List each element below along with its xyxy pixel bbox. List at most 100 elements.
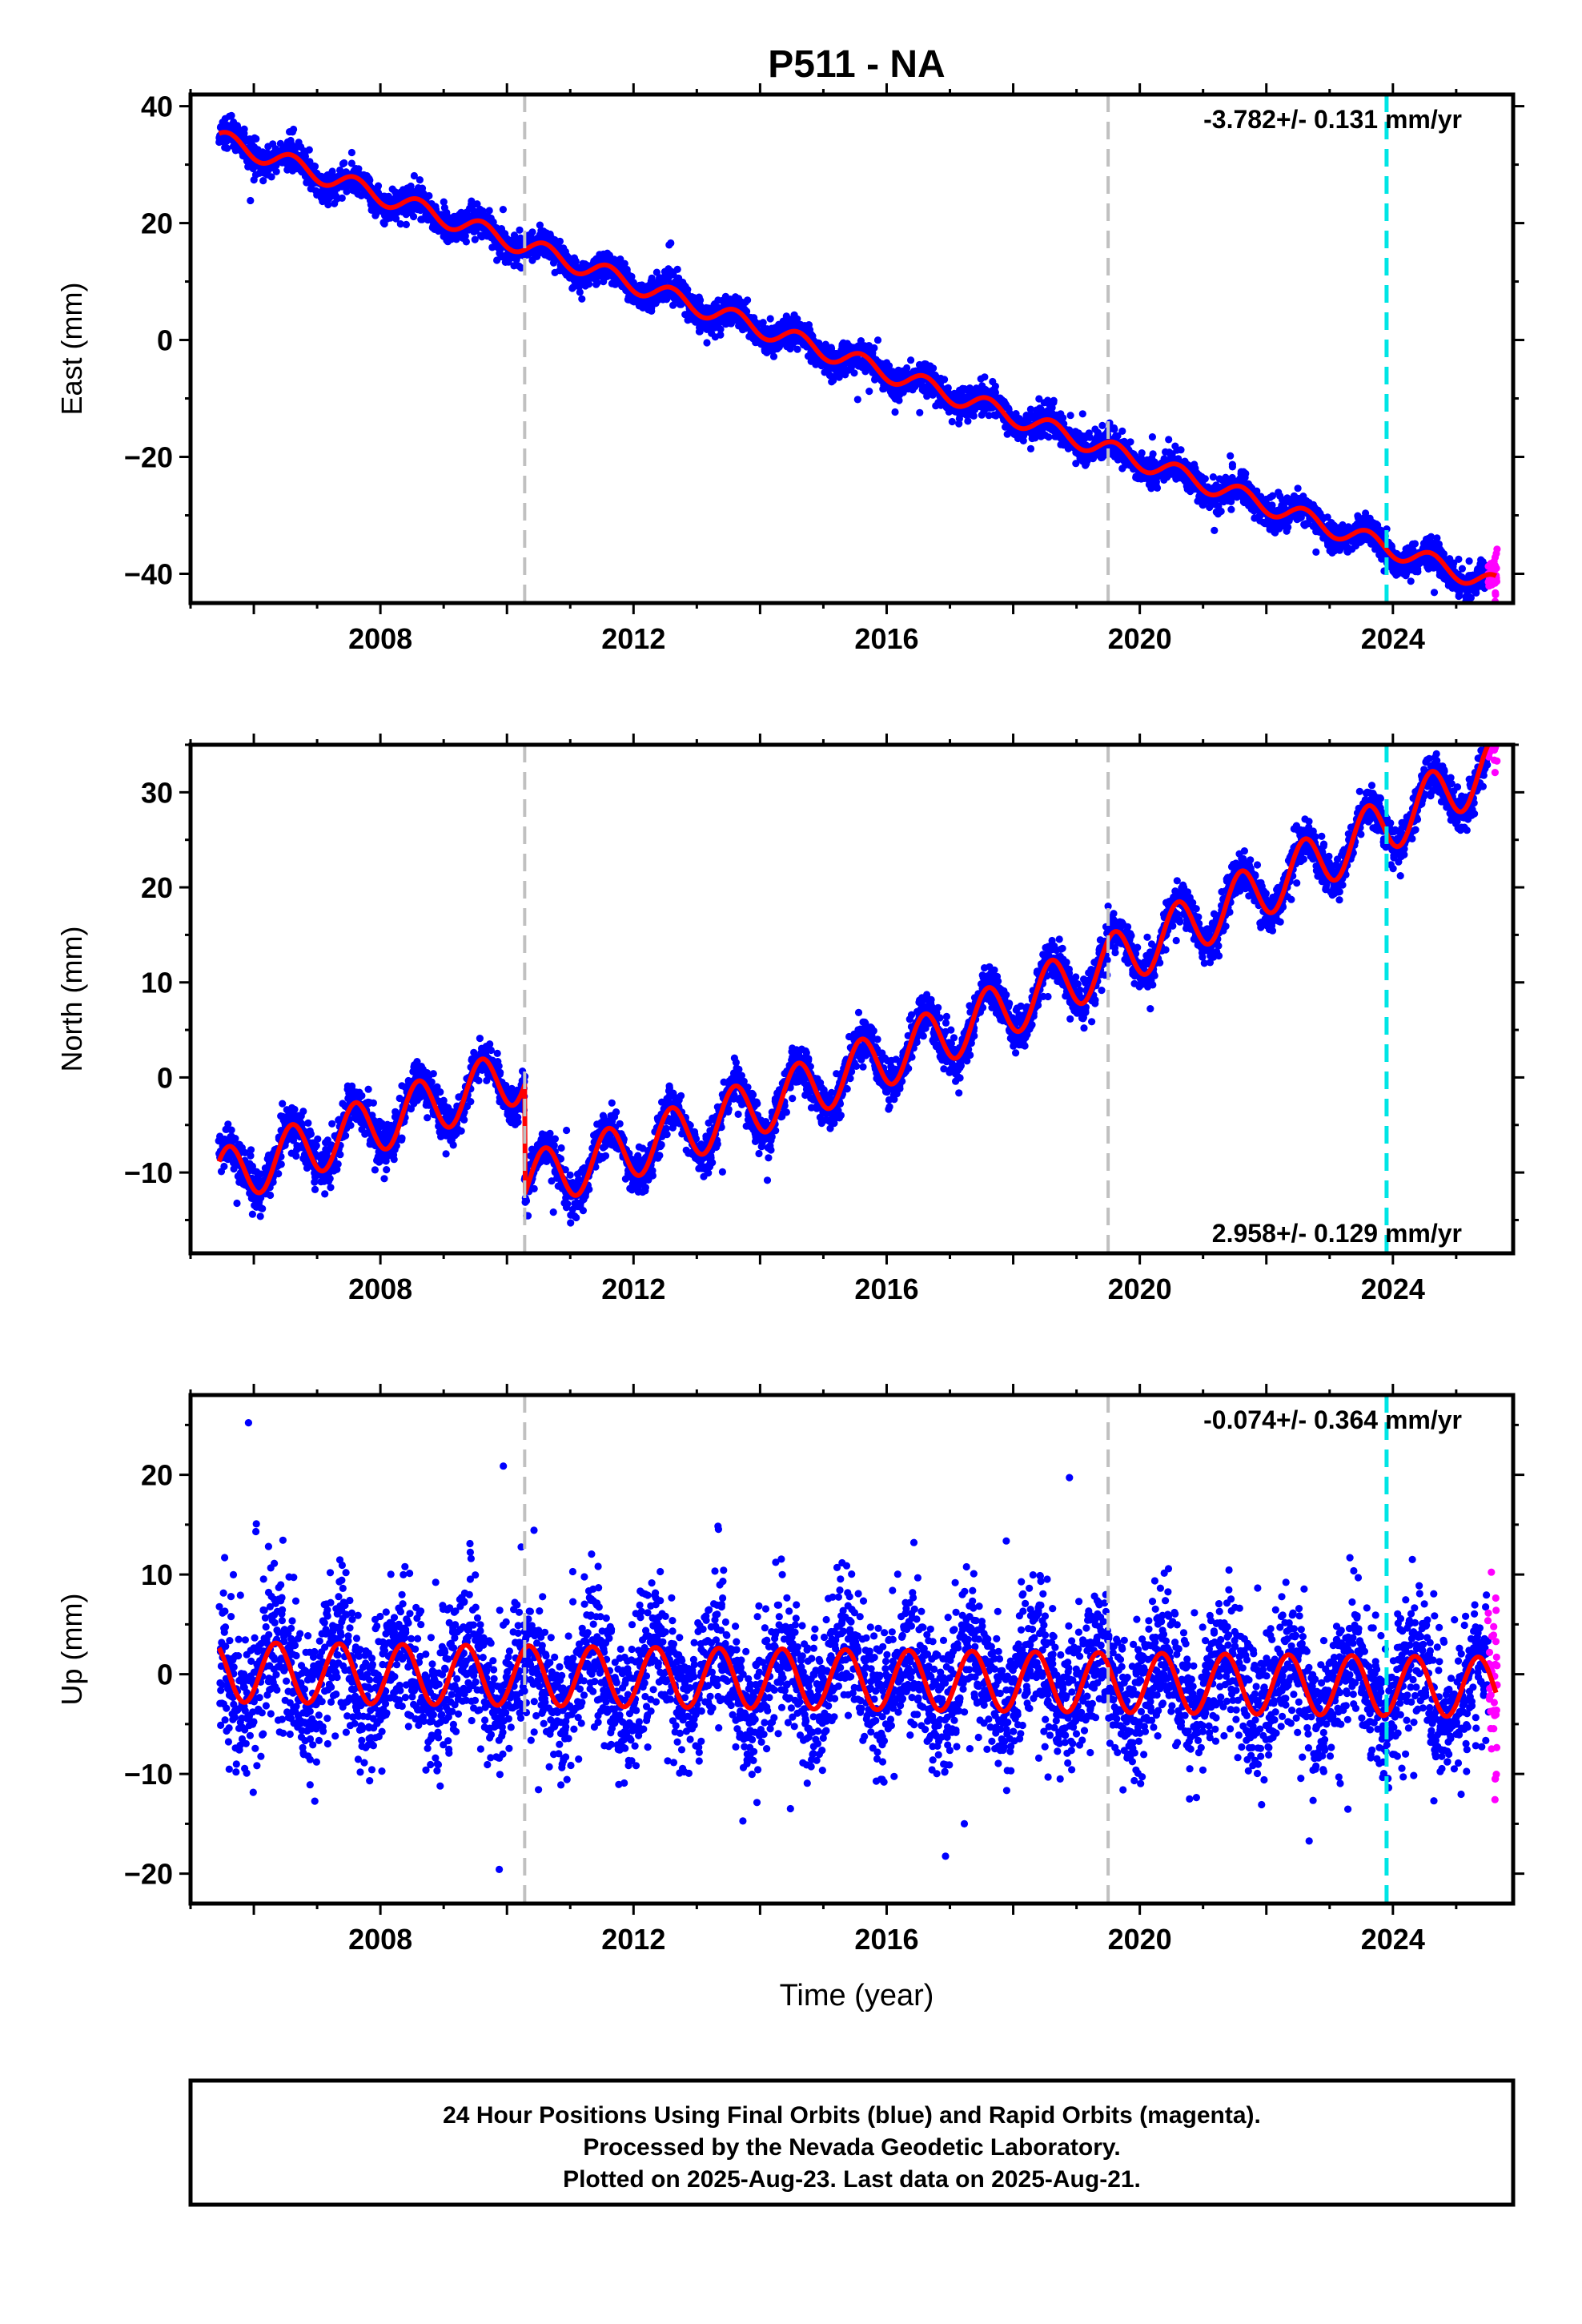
final-point-east [970,412,978,420]
final-point-east [793,345,801,353]
final-point-east [252,135,260,143]
final-point-east [1407,577,1415,585]
final-point-east [1199,501,1207,509]
final-point-east [347,148,355,157]
final-point-east [440,198,448,206]
y-tick-label-east: −40 [124,558,173,591]
x-tick-label-east: 2008 [348,622,412,655]
final-point-east [517,263,525,272]
final-point-east [462,238,471,246]
final-point-east [1201,475,1209,483]
final-point-north [220,1162,228,1171]
final-point-east [425,191,433,200]
final-point-east [930,364,938,372]
final-point-north [267,1191,275,1200]
final-point-east [1211,526,1219,535]
final-point-east [1228,460,1236,468]
final-point-east [485,207,493,215]
final-point-east [769,352,778,360]
final-point-east [576,288,584,296]
final-point-east [1242,469,1250,478]
final-point-east [1110,424,1118,432]
final-point-east [410,171,419,180]
rate-annotation-east: -3.782+/- 0.131 mm/yr [1203,105,1462,134]
y-tick-label-east: 40 [141,90,173,123]
final-point-north [277,1160,285,1168]
final-point-east [572,257,580,265]
rapid-point-east [1492,577,1501,585]
final-point-east [1026,444,1035,453]
final-point-east [766,315,774,323]
final-point-east [585,280,593,288]
final-point-east [744,296,752,304]
final-point-east [311,163,319,171]
final-point-east [648,307,656,315]
final-point-east [1227,505,1235,513]
final-point-east [240,130,248,138]
plot-area-east [215,111,1501,640]
figure-title: P511 - NA [768,43,945,86]
final-point-east [964,417,972,425]
final-point-east [891,408,899,416]
final-point-east [499,206,508,214]
final-point-east [620,259,628,267]
final-point-east [673,265,681,273]
final-point-east [324,201,332,209]
final-point-east [288,128,296,136]
final-point-east [1458,565,1466,573]
final-point-east [870,344,878,352]
final-point-east [916,408,924,416]
final-point-east [1138,449,1146,457]
y-tick-label-east: −20 [124,441,173,474]
final-point-east [301,152,309,160]
final-point-east [1284,523,1292,532]
final-point-east [556,237,564,245]
x-tick-label-east: 2020 [1108,622,1172,655]
final-point-east [759,319,767,327]
final-point-east [697,296,705,304]
final-point-east [1177,446,1185,454]
final-point-east [850,369,858,377]
rapid-point-east [1492,549,1500,557]
final-point-east [1149,450,1157,458]
final-point-east [267,173,275,181]
final-point-east [853,396,861,404]
final-point-east [593,279,601,287]
final-point-east [536,221,544,229]
final-point-east [610,255,618,263]
final-point-east [488,243,496,251]
final-point-east [578,295,586,303]
final-point-east [1126,438,1134,446]
final-point-east [1411,540,1419,548]
final-point-east [347,159,355,167]
final-point-east [1465,557,1473,565]
final-point-north [248,1210,256,1218]
final-point-east [355,165,363,173]
final-point-east [516,226,524,234]
final-point-east [1312,548,1320,557]
final-point-east [703,339,711,347]
final-point-east [233,122,241,130]
final-point-east [667,239,675,247]
final-point-east [1476,633,1483,640]
final-point-east [1045,433,1053,441]
final-point-east [396,220,404,228]
final-point-east [496,247,504,255]
rapid-point-east [1492,590,1500,599]
final-point-east [328,167,336,175]
rapid-point-east [1492,564,1500,572]
final-point-north [292,1152,300,1160]
final-point-east [1153,484,1162,493]
final-point-east [941,376,949,384]
final-point-east [409,212,418,221]
final-point-east [223,144,231,152]
final-point-east [1098,421,1106,430]
x-tick-label-east: 2016 [854,622,918,655]
final-point-north [279,1100,287,1108]
final-point-east [1118,427,1126,436]
plot-area-north [215,745,1501,1227]
final-point-east [865,388,873,396]
final-point-east [1066,412,1074,420]
final-point-east [471,235,479,243]
